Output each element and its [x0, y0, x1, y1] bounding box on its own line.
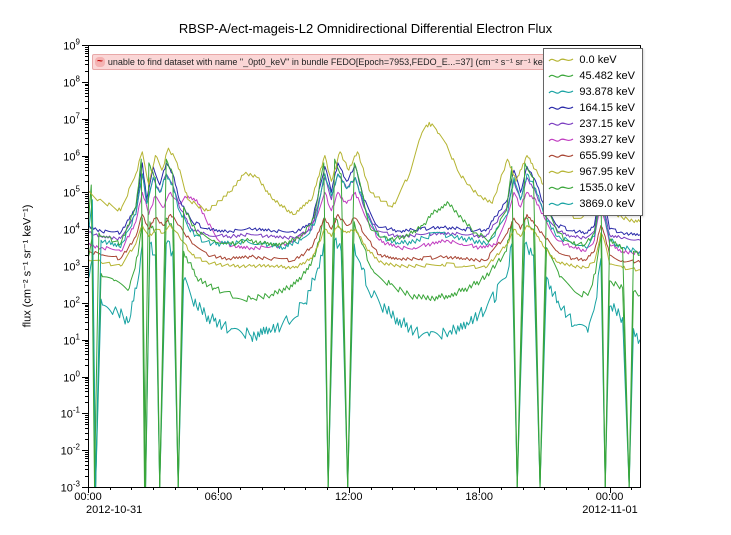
legend-item-label: 0.0 keV — [579, 54, 617, 66]
legend-item[interactable]: 237.15 keV — [548, 116, 635, 132]
series-line-icon — [548, 74, 574, 78]
legend-item-label: 393.27 keV — [579, 134, 635, 146]
y-tick-label: 100 — [63, 369, 80, 384]
legend-item-label: 237.15 keV — [579, 118, 635, 130]
legend-item[interactable]: 164.15 keV — [548, 100, 635, 116]
y-tick-label: 102 — [63, 295, 80, 311]
legend-item-label: 967.95 keV — [579, 166, 635, 178]
x-tick-label: 06:00 — [204, 491, 233, 503]
warning-text: unable to find dataset with name "_0pt0_… — [107, 56, 552, 67]
legend-item[interactable]: 3869.0 keV — [548, 196, 635, 212]
legend-item[interactable]: 0.0 keV — [548, 52, 635, 68]
series-line-icon — [548, 170, 574, 174]
y-tick-label: 106 — [63, 148, 80, 163]
series-line-icon — [548, 106, 574, 110]
x-tick-label: 00:00 — [595, 491, 624, 503]
y-tick-label: 101 — [63, 332, 80, 347]
y-tick-label: 109 — [63, 37, 80, 53]
series-line-icon — [548, 154, 574, 158]
legend-item[interactable]: 45.482 keV — [548, 68, 635, 84]
series-line-icon — [548, 138, 574, 142]
series-line-icon — [548, 186, 574, 190]
y-tick-label: 10-3 — [60, 479, 80, 495]
x-tick-label: 00:00 — [74, 491, 102, 503]
legend-item-label: 45.482 keV — [579, 70, 635, 82]
x-tick-label: 18:00 — [465, 491, 493, 503]
series-line-icon — [548, 122, 574, 126]
y-tick-label: 104 — [63, 221, 80, 237]
x-axis-end-date: 2012-11-01 — [582, 504, 638, 516]
legend-item-label: 3869.0 keV — [579, 198, 635, 210]
series-line-icon — [548, 90, 574, 94]
legend-item-label: 1535.0 keV — [579, 182, 635, 194]
legend-item[interactable]: 1535.0 keV — [548, 180, 635, 196]
legend-item-label: 93.878 keV — [579, 86, 635, 98]
warning-banner: ~ unable to find dataset with name "_0pt… — [92, 54, 552, 70]
y-tick-label: 10-2 — [60, 442, 80, 458]
y-tick-label: 10-1 — [60, 406, 80, 421]
legend-item[interactable]: 655.99 keV — [548, 148, 635, 164]
y-tick-label: 108 — [63, 74, 80, 90]
x-tick-label: 12:00 — [335, 491, 363, 503]
page-title: RBSP-A/ect-mageis-L2 Omnidirectional Dif… — [178, 21, 553, 36]
y-tick-label: 103 — [63, 258, 80, 274]
series-line-icon — [548, 202, 574, 206]
warning-icon: ~ — [95, 56, 105, 67]
y-axis-label: flux (cm⁻² s⁻¹ sr⁻¹ keV⁻¹) — [21, 204, 34, 328]
series-line-icon — [548, 58, 574, 62]
y-tick-label: 105 — [63, 185, 80, 200]
x-axis-start-date: 2012-10-31 — [86, 504, 143, 516]
legend-item-label: 164.15 keV — [579, 102, 635, 114]
legend-item[interactable]: 93.878 keV — [548, 84, 635, 100]
y-tick-label: 107 — [63, 111, 80, 126]
legend-item[interactable]: 967.95 keV — [548, 164, 635, 180]
legend[interactable]: 0.0 keV 45.482 keV 93.878 keV 164.15 keV 237… — [543, 48, 643, 216]
legend-item[interactable]: 393.27 keV — [548, 132, 635, 148]
legend-item-label: 655.99 keV — [579, 150, 635, 162]
